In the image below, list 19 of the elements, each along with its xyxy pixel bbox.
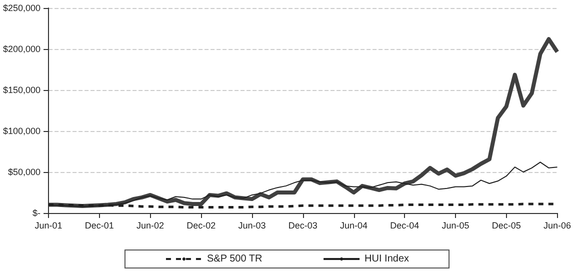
y-tick-label: $250,000 [2, 3, 41, 13]
x-tick-label: Dec-02 [186, 220, 216, 230]
x-tick-label: Jun-04 [340, 220, 368, 230]
x-tick-label: Dec-04 [390, 220, 420, 230]
x-tick-label: Jun-02 [136, 220, 164, 230]
x-tick-label: Jun-06 [543, 220, 572, 230]
y-tick-label: $150,000 [2, 85, 41, 95]
x-tick-label: Jun-01 [34, 220, 62, 230]
x-tick-label: Jun-03 [238, 220, 266, 230]
x-tick-label: Dec-03 [288, 220, 318, 230]
x-tick-label: Dec-05 [492, 220, 521, 230]
y-tick-label: $200,000 [2, 44, 41, 54]
y-tick-label: $100,000 [2, 126, 41, 136]
legend-label: HUI Index [364, 254, 410, 264]
legend-label: S&P 500 TR [206, 254, 262, 264]
y-tick-label: $- [32, 208, 41, 218]
x-tick-label: Dec-01 [84, 220, 114, 230]
x-tick-label: Jun-05 [442, 220, 470, 230]
y-tick-label: $50,000 [8, 167, 41, 177]
